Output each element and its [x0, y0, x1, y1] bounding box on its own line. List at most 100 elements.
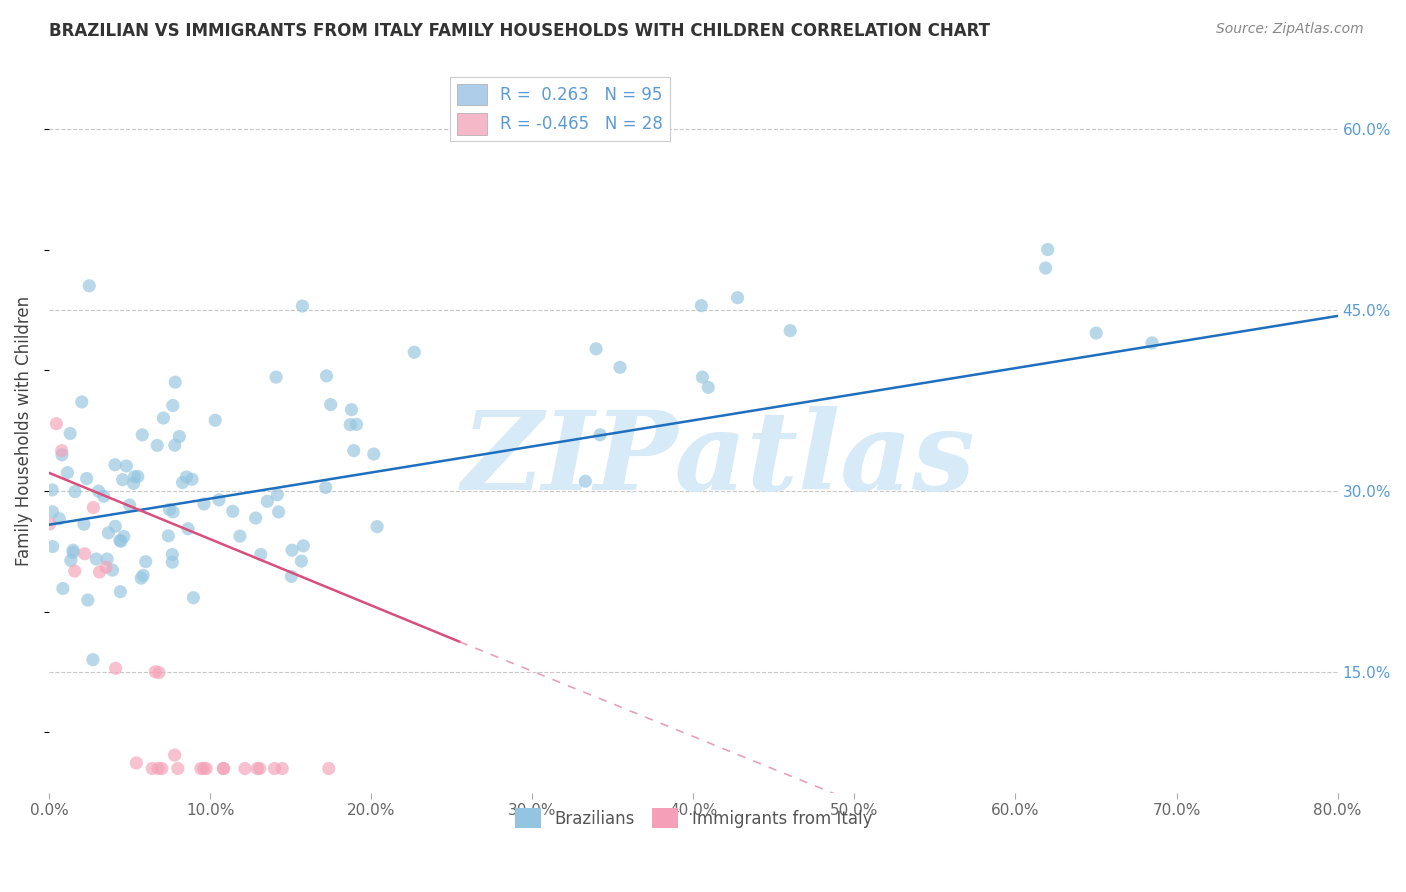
- Point: [41, 483, 63, 497]
- Point: [172, 475, 194, 490]
- Point: [82, 500, 104, 515]
- Point: [190, 762, 212, 776]
- Point: [129, 571, 152, 585]
- Point: [52, 582, 75, 596]
- Point: [122, 476, 145, 491]
- Point: [51, 443, 73, 458]
- Point: [38, 516, 60, 531]
- Point: [165, 375, 187, 389]
- Point: [110, 584, 132, 599]
- Point: [263, 762, 285, 776]
- Point: [256, 494, 278, 508]
- Point: [249, 548, 271, 562]
- Point: [181, 472, 204, 486]
- Point: [166, 762, 188, 776]
- Y-axis label: Family Households with Children: Family Households with Children: [15, 295, 32, 566]
- Point: [97, 525, 120, 540]
- Point: [697, 380, 720, 394]
- Point: [150, 762, 173, 776]
- Point: [132, 568, 155, 582]
- Point: [193, 497, 215, 511]
- Text: BRAZILIAN VS IMMIGRANTS FROM ITALY FAMILY HOUSEHOLDS WITH CHILDREN CORRELATION C: BRAZILIAN VS IMMIGRANTS FROM ITALY FAMIL…: [49, 22, 990, 40]
- Point: [87, 484, 110, 499]
- Point: [222, 504, 245, 518]
- Text: Source: ZipAtlas.com: Source: ZipAtlas.com: [1216, 22, 1364, 37]
- Point: [1140, 335, 1163, 350]
- Point: [264, 370, 287, 384]
- Legend: Brazilians, Immigrants from Italy: Brazilians, Immigrants from Italy: [508, 801, 879, 835]
- Point: [585, 342, 607, 356]
- Point: [73, 547, 96, 561]
- Point: [271, 762, 294, 776]
- Point: [315, 481, 337, 495]
- Point: [162, 548, 184, 562]
- Point: [89, 565, 111, 579]
- Point: [727, 291, 749, 305]
- Point: [280, 569, 302, 583]
- Point: [56, 466, 79, 480]
- Point: [692, 370, 714, 384]
- Point: [212, 762, 235, 776]
- Point: [101, 563, 124, 577]
- Point: [48, 512, 70, 526]
- Point: [193, 762, 215, 776]
- Point: [62, 545, 84, 559]
- Point: [266, 488, 288, 502]
- Point: [45, 417, 67, 431]
- Point: [112, 529, 135, 543]
- Point: [131, 427, 153, 442]
- Point: [291, 299, 314, 313]
- Point: [118, 498, 141, 512]
- Point: [1036, 243, 1059, 257]
- Point: [124, 469, 146, 483]
- Point: [246, 762, 269, 776]
- Point: [290, 554, 312, 568]
- Point: [690, 299, 713, 313]
- Point: [76, 593, 98, 607]
- Point: [208, 492, 231, 507]
- Point: [245, 511, 267, 525]
- Point: [176, 470, 198, 484]
- Point: [169, 429, 191, 443]
- Point: [94, 560, 117, 574]
- Text: ZIPatlas: ZIPatlas: [463, 406, 976, 513]
- Point: [195, 762, 218, 776]
- Point: [146, 762, 169, 776]
- Point: [229, 529, 252, 543]
- Point: [70, 395, 93, 409]
- Point: [318, 762, 340, 776]
- Point: [41, 540, 63, 554]
- Point: [779, 324, 801, 338]
- Point: [141, 762, 163, 776]
- Point: [233, 762, 256, 776]
- Point: [148, 665, 170, 680]
- Point: [143, 665, 166, 679]
- Point: [84, 552, 107, 566]
- Point: [110, 534, 132, 549]
- Point: [63, 564, 86, 578]
- Point: [62, 543, 84, 558]
- Point: [267, 505, 290, 519]
- Point: [108, 533, 131, 548]
- Point: [73, 517, 96, 532]
- Point: [163, 438, 186, 452]
- Point: [59, 426, 82, 441]
- Point: [63, 484, 86, 499]
- Point: [115, 458, 138, 473]
- Point: [212, 762, 235, 776]
- Point: [204, 413, 226, 427]
- Point: [104, 519, 127, 533]
- Point: [281, 543, 304, 558]
- Point: [51, 448, 73, 462]
- Point: [127, 469, 149, 483]
- Point: [177, 522, 200, 536]
- Point: [162, 505, 184, 519]
- Point: [363, 447, 385, 461]
- Point: [163, 748, 186, 763]
- Point: [41, 505, 63, 519]
- Point: [111, 473, 134, 487]
- Point: [589, 427, 612, 442]
- Point: [146, 438, 169, 452]
- Point: [315, 368, 337, 383]
- Point: [340, 402, 363, 417]
